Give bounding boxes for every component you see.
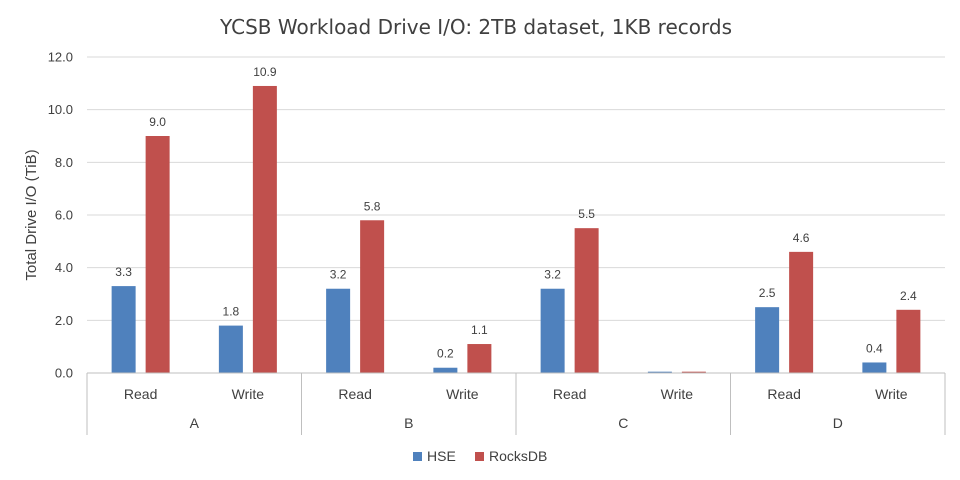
bars — [111, 85, 921, 373]
legend-label: RocksDB — [489, 448, 547, 464]
data-label: 3.3 — [115, 265, 132, 279]
bar-hse — [647, 371, 672, 373]
group-label: A — [190, 415, 200, 431]
x-tick-label: Write — [232, 386, 265, 402]
data-label: 4.6 — [793, 231, 810, 245]
y-tick-label: 2.0 — [55, 313, 73, 328]
data-label: 10.9 — [253, 65, 277, 79]
data-label: 2.5 — [759, 286, 776, 300]
data-label: 0.4 — [866, 341, 883, 355]
y-tick-label: 8.0 — [55, 155, 73, 170]
bar-hse — [433, 367, 458, 373]
gridlines — [87, 56, 945, 321]
data-label: 3.2 — [544, 268, 561, 282]
data-label: 1.1 — [471, 323, 488, 337]
y-tick-label: 0.0 — [55, 366, 73, 381]
y-tick-label: 12.0 — [48, 50, 73, 65]
group-label: D — [833, 415, 843, 431]
data-label: 5.8 — [364, 199, 381, 213]
legend-swatch-rocksdb — [475, 452, 484, 461]
x-tick-label: Read — [553, 386, 586, 402]
bar-rocksdb — [467, 344, 492, 373]
y-tick-label: 10.0 — [48, 102, 73, 117]
x-tick-label: Read — [767, 386, 800, 402]
y-tick-labels: 0.0 2.0 4.0 6.0 8.0 10.0 12.0 — [48, 50, 73, 381]
y-tick-label: 6.0 — [55, 208, 73, 223]
x-tick-label: Write — [661, 386, 694, 402]
y-axis-label: Total Drive I/O (TiB) — [23, 149, 40, 280]
y-tick-label: 4.0 — [55, 260, 73, 275]
bar-rocksdb — [145, 136, 170, 373]
bar-hse — [540, 288, 565, 373]
bar-hse — [111, 286, 136, 373]
bar-hse — [326, 288, 351, 373]
group-label: C — [618, 415, 628, 431]
x-tick-label: Write — [875, 386, 908, 402]
legend-swatch-hse — [413, 452, 422, 461]
bar-hse — [218, 325, 243, 373]
chart-title: YCSB Workload Drive I/O: 2TB dataset, 1K… — [219, 15, 732, 39]
bar-rocksdb — [896, 309, 921, 373]
data-label: 0.2 — [437, 347, 454, 361]
x-axis: Read Write Read Write Read Write Read Write A B C D — [86, 372, 946, 435]
bar-rocksdb — [789, 251, 814, 373]
bar-rocksdb — [360, 220, 385, 373]
data-label: 5.5 — [578, 207, 595, 221]
x-tick-label: Write — [446, 386, 479, 402]
legend: HSE RocksDB — [413, 448, 547, 464]
data-label: 2.4 — [900, 289, 917, 303]
data-label: 9.0 — [149, 115, 166, 129]
legend-label: HSE — [427, 448, 456, 464]
bar-hse — [755, 307, 780, 373]
data-label: 3.2 — [330, 268, 347, 282]
bar-rocksdb — [252, 85, 277, 373]
x-tick-label: Read — [124, 386, 157, 402]
x-tick-label: Read — [338, 386, 371, 402]
data-labels: 3.3 1.8 3.2 0.2 3.2 2.5 0.4 9.0 10.9 5.8 1.1 5.5 4.6… — [115, 65, 917, 361]
bar-rocksdb — [681, 371, 706, 373]
bar-hse — [862, 362, 887, 373]
bar-rocksdb — [574, 228, 599, 373]
data-label: 1.8 — [223, 305, 240, 319]
group-label: B — [404, 415, 413, 431]
